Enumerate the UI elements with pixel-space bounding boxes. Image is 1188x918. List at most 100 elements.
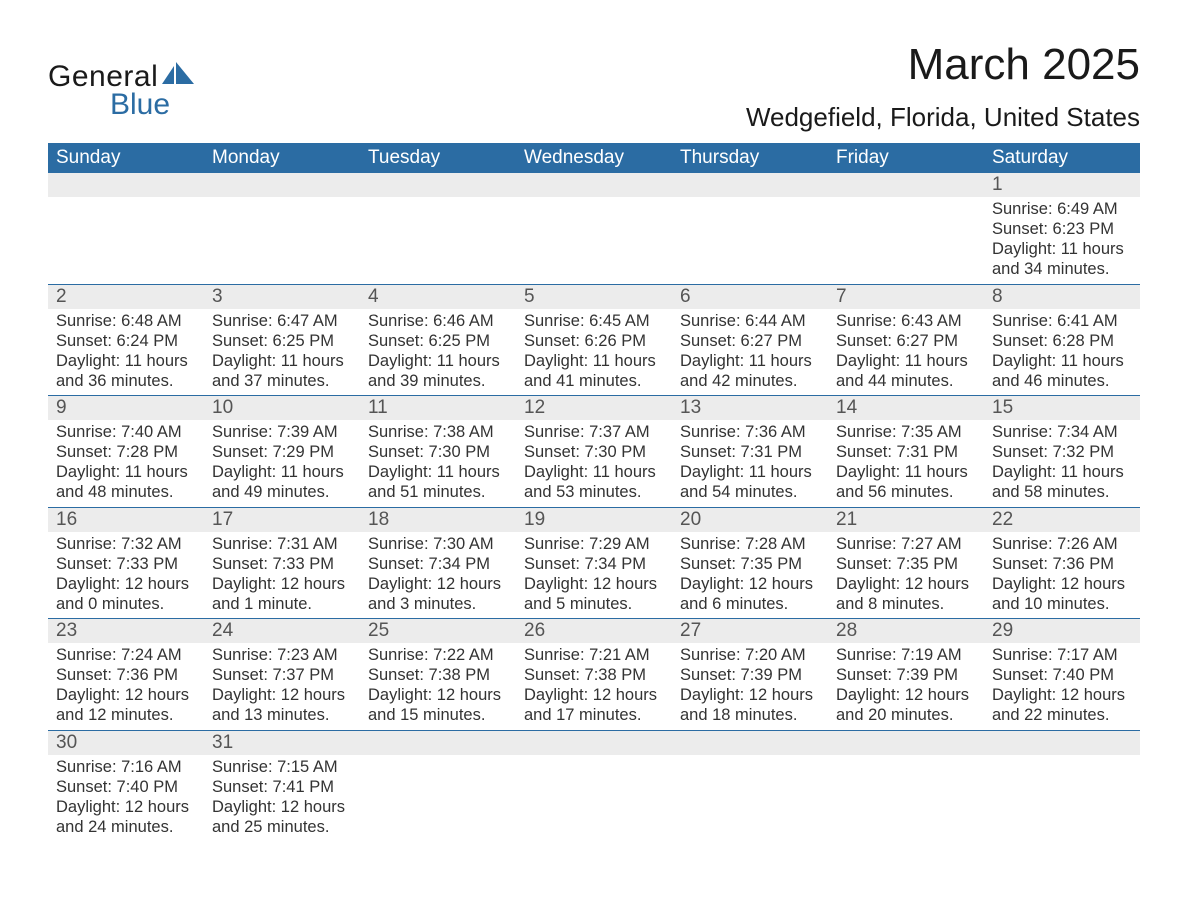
day-content: Sunrise: 7:39 AMSunset: 7:29 PMDaylight:…	[204, 420, 360, 507]
sunset-line: Sunset: 6:25 PM	[212, 331, 352, 351]
sunset-line: Sunset: 7:39 PM	[680, 665, 820, 685]
daylight-line-2: and 17 minutes.	[524, 705, 664, 725]
sunset-line: Sunset: 7:33 PM	[56, 554, 196, 574]
daylight-line-2: and 48 minutes.	[56, 482, 196, 502]
daylight-line-2: and 18 minutes.	[680, 705, 820, 725]
day-cell: 13Sunrise: 7:36 AMSunset: 7:31 PMDayligh…	[672, 396, 828, 507]
daylight-line-1: Daylight: 11 hours	[680, 351, 820, 371]
sunset-line: Sunset: 7:35 PM	[836, 554, 976, 574]
daylight-line-2: and 49 minutes.	[212, 482, 352, 502]
day-content: Sunrise: 6:47 AMSunset: 6:25 PMDaylight:…	[204, 309, 360, 396]
day-number: 29	[984, 619, 1140, 643]
sunrise-line: Sunrise: 7:24 AM	[56, 645, 196, 665]
day-cell: 14Sunrise: 7:35 AMSunset: 7:31 PMDayligh…	[828, 396, 984, 507]
day-cell: 2Sunrise: 6:48 AMSunset: 6:24 PMDaylight…	[48, 285, 204, 396]
sunrise-line: Sunrise: 7:28 AM	[680, 534, 820, 554]
sunrise-line: Sunrise: 6:41 AM	[992, 311, 1132, 331]
daylight-line-2: and 12 minutes.	[56, 705, 196, 725]
day-cell	[516, 173, 672, 284]
sunrise-line: Sunrise: 7:20 AM	[680, 645, 820, 665]
daylight-line-2: and 39 minutes.	[368, 371, 508, 391]
day-number: 7	[828, 285, 984, 309]
daylight-line-2: and 13 minutes.	[212, 705, 352, 725]
day-number: 1	[984, 173, 1140, 197]
daylight-line-1: Daylight: 11 hours	[992, 462, 1132, 482]
day-content: Sunrise: 7:16 AMSunset: 7:40 PMDaylight:…	[48, 755, 204, 842]
day-cell: 23Sunrise: 7:24 AMSunset: 7:36 PMDayligh…	[48, 619, 204, 730]
day-cell: 27Sunrise: 7:20 AMSunset: 7:39 PMDayligh…	[672, 619, 828, 730]
sunset-line: Sunset: 7:31 PM	[680, 442, 820, 462]
day-cell: 10Sunrise: 7:39 AMSunset: 7:29 PMDayligh…	[204, 396, 360, 507]
day-content: Sunrise: 7:28 AMSunset: 7:35 PMDaylight:…	[672, 532, 828, 619]
daylight-line-1: Daylight: 11 hours	[836, 462, 976, 482]
day-number	[672, 731, 828, 755]
day-content: Sunrise: 7:37 AMSunset: 7:30 PMDaylight:…	[516, 420, 672, 507]
day-cell	[672, 731, 828, 842]
day-number	[516, 731, 672, 755]
daylight-line-1: Daylight: 11 hours	[368, 462, 508, 482]
daylight-line-1: Daylight: 11 hours	[56, 462, 196, 482]
week-row: 16Sunrise: 7:32 AMSunset: 7:33 PMDayligh…	[48, 507, 1140, 619]
weekday-header-cell: Friday	[828, 143, 984, 173]
day-cell: 17Sunrise: 7:31 AMSunset: 7:33 PMDayligh…	[204, 508, 360, 619]
day-number: 31	[204, 731, 360, 755]
sunset-line: Sunset: 7:33 PM	[212, 554, 352, 574]
day-content	[360, 755, 516, 761]
day-content: Sunrise: 7:40 AMSunset: 7:28 PMDaylight:…	[48, 420, 204, 507]
day-content	[516, 197, 672, 281]
day-cell: 16Sunrise: 7:32 AMSunset: 7:33 PMDayligh…	[48, 508, 204, 619]
week-row: 23Sunrise: 7:24 AMSunset: 7:36 PMDayligh…	[48, 618, 1140, 730]
sail-icon	[162, 62, 196, 91]
daylight-line-2: and 8 minutes.	[836, 594, 976, 614]
day-number: 4	[360, 285, 516, 309]
daylight-line-1: Daylight: 12 hours	[836, 574, 976, 594]
day-number	[516, 173, 672, 197]
day-cell: 25Sunrise: 7:22 AMSunset: 7:38 PMDayligh…	[360, 619, 516, 730]
daylight-line-1: Daylight: 11 hours	[992, 239, 1132, 259]
day-content: Sunrise: 7:29 AMSunset: 7:34 PMDaylight:…	[516, 532, 672, 619]
daylight-line-2: and 46 minutes.	[992, 371, 1132, 391]
daylight-line-2: and 56 minutes.	[836, 482, 976, 502]
daylight-line-1: Daylight: 11 hours	[368, 351, 508, 371]
day-cell: 29Sunrise: 7:17 AMSunset: 7:40 PMDayligh…	[984, 619, 1140, 730]
week-row: 1Sunrise: 6:49 AMSunset: 6:23 PMDaylight…	[48, 173, 1140, 284]
daylight-line-2: and 54 minutes.	[680, 482, 820, 502]
daylight-line-2: and 58 minutes.	[992, 482, 1132, 502]
daylight-line-1: Daylight: 11 hours	[524, 462, 664, 482]
day-content: Sunrise: 6:45 AMSunset: 6:26 PMDaylight:…	[516, 309, 672, 396]
weekday-header-row: SundayMondayTuesdayWednesdayThursdayFrid…	[48, 143, 1140, 173]
day-cell: 24Sunrise: 7:23 AMSunset: 7:37 PMDayligh…	[204, 619, 360, 730]
day-number: 12	[516, 396, 672, 420]
day-cell: 21Sunrise: 7:27 AMSunset: 7:35 PMDayligh…	[828, 508, 984, 619]
day-content	[204, 197, 360, 281]
day-content	[828, 197, 984, 281]
day-number: 20	[672, 508, 828, 532]
brand-word-2: Blue	[110, 88, 170, 122]
sunset-line: Sunset: 7:34 PM	[368, 554, 508, 574]
day-number: 2	[48, 285, 204, 309]
day-number	[360, 731, 516, 755]
daylight-line-1: Daylight: 12 hours	[56, 685, 196, 705]
daylight-line-2: and 1 minute.	[212, 594, 352, 614]
day-number: 22	[984, 508, 1140, 532]
sunrise-line: Sunrise: 7:22 AM	[368, 645, 508, 665]
sunset-line: Sunset: 6:26 PM	[524, 331, 664, 351]
sunrise-line: Sunrise: 7:34 AM	[992, 422, 1132, 442]
daylight-line-1: Daylight: 11 hours	[212, 351, 352, 371]
daylight-line-1: Daylight: 12 hours	[56, 797, 196, 817]
day-content	[516, 755, 672, 761]
day-cell	[828, 173, 984, 284]
daylight-line-1: Daylight: 12 hours	[212, 797, 352, 817]
sunset-line: Sunset: 7:41 PM	[212, 777, 352, 797]
sunrise-line: Sunrise: 7:39 AM	[212, 422, 352, 442]
daylight-line-2: and 5 minutes.	[524, 594, 664, 614]
sunset-line: Sunset: 7:40 PM	[992, 665, 1132, 685]
day-content: Sunrise: 7:19 AMSunset: 7:39 PMDaylight:…	[828, 643, 984, 730]
sunset-line: Sunset: 7:29 PM	[212, 442, 352, 462]
calendar-table: SundayMondayTuesdayWednesdayThursdayFrid…	[48, 143, 1140, 841]
day-cell: 28Sunrise: 7:19 AMSunset: 7:39 PMDayligh…	[828, 619, 984, 730]
daylight-line-2: and 20 minutes.	[836, 705, 976, 725]
day-cell: 6Sunrise: 6:44 AMSunset: 6:27 PMDaylight…	[672, 285, 828, 396]
sunset-line: Sunset: 7:32 PM	[992, 442, 1132, 462]
day-content: Sunrise: 7:35 AMSunset: 7:31 PMDaylight:…	[828, 420, 984, 507]
